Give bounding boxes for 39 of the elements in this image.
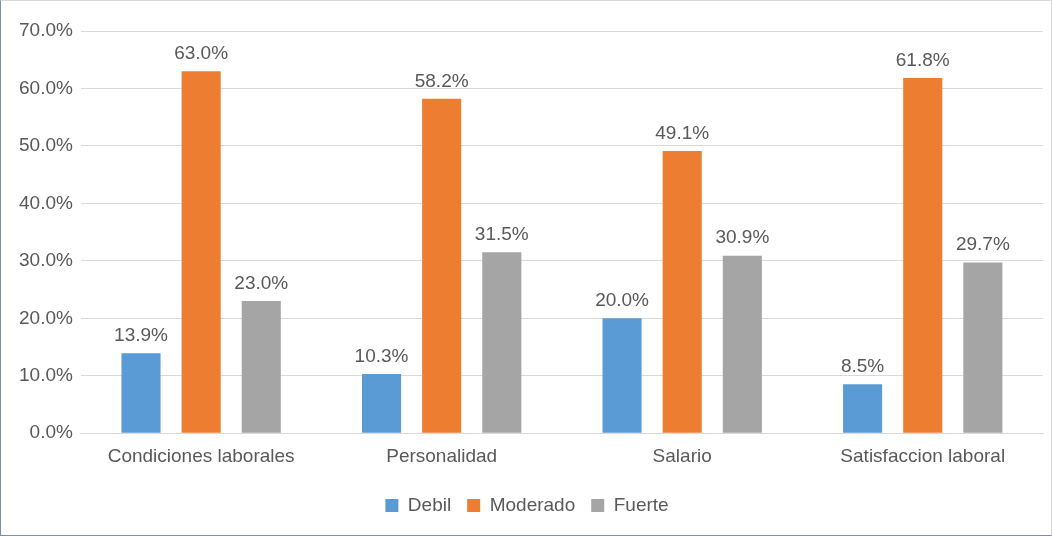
y-tick-label: 10.0%: [19, 363, 73, 385]
y-tick-label: 60.0%: [19, 76, 73, 98]
bar: [963, 262, 1003, 433]
data-label: 10.3%: [354, 344, 409, 366]
y-tick-label: 70.0%: [19, 19, 73, 41]
legend-label: Debil: [407, 493, 452, 515]
y-tick-label: 20.0%: [19, 306, 73, 328]
data-label: 58.2%: [414, 69, 469, 91]
data-label: 31.5%: [474, 222, 529, 244]
data-label: 49.1%: [655, 121, 710, 143]
bar: [602, 318, 642, 433]
y-tick-label: 30.0%: [19, 249, 73, 271]
y-tick-label: 50.0%: [19, 134, 73, 156]
x-tick-label: Condiciones laborales: [107, 444, 295, 466]
bar: [181, 71, 221, 433]
y-tick-label: 0.0%: [29, 421, 73, 443]
x-tick-label: Salario: [652, 444, 712, 466]
data-label: 13.9%: [114, 324, 169, 346]
data-label: 29.7%: [955, 233, 1010, 255]
legend-label: Moderado: [489, 493, 576, 515]
bar: [662, 151, 702, 433]
bar: [482, 252, 522, 433]
x-tick-label: Personalidad: [386, 444, 498, 466]
y-tick-label: 40.0%: [19, 191, 73, 213]
data-label: 8.5%: [840, 355, 885, 377]
bar: [422, 98, 462, 433]
bar: [241, 301, 281, 433]
data-label: 61.8%: [895, 48, 950, 70]
bar: [121, 353, 161, 433]
bar: [722, 255, 762, 433]
data-label: 63.0%: [174, 41, 229, 63]
data-label: 20.0%: [595, 289, 650, 311]
bar: [362, 374, 402, 433]
bar: [843, 384, 883, 433]
data-label: 23.0%: [234, 271, 289, 293]
legend-label: Fuerte: [613, 493, 669, 515]
x-tick-label: Satisfaccion laboral: [840, 444, 1006, 466]
bar: [903, 78, 943, 433]
data-label: 30.9%: [715, 226, 770, 248]
